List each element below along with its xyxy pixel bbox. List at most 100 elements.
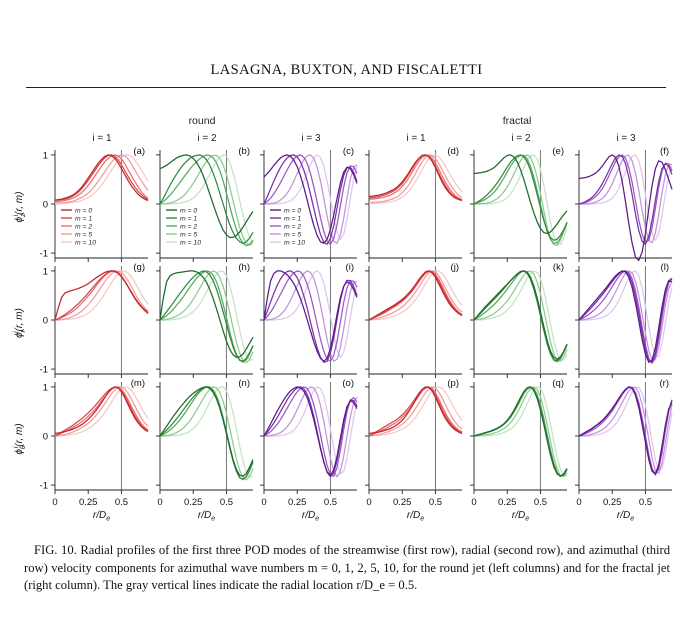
series-line-m10 [55, 154, 149, 205]
series-line-m5 [54, 386, 149, 437]
panel-letter: (h) [238, 262, 250, 273]
legend-label: m = 0 [180, 208, 197, 215]
series-line-m1 [54, 386, 149, 437]
series-line-m0 [473, 270, 568, 360]
series-line-m10 [369, 386, 463, 437]
series-line-m10 [369, 154, 463, 205]
panel-letter: (g) [133, 262, 145, 273]
x-tick-label: 0.5 [429, 497, 442, 508]
series-line-m10 [264, 154, 358, 240]
legend-label: m = 5 [180, 232, 197, 239]
panel-letter: (m) [131, 378, 145, 389]
x-axis-label: r/De [198, 510, 215, 523]
x-axis-label: r/De [617, 510, 634, 523]
series-line-m1 [159, 270, 254, 362]
x-tick-label: 0.5 [115, 497, 128, 508]
legend-label: m = 10 [284, 240, 305, 247]
series-line-m5 [369, 154, 463, 204]
column-title: i = 3 [301, 133, 321, 144]
series-line-m1 [578, 154, 673, 245]
series-line-m5 [264, 270, 358, 362]
row-ylabel: ϕri(r, m) [13, 308, 27, 338]
series-line-m10 [474, 386, 568, 477]
series-line-m5 [368, 386, 463, 437]
series-line-m2 [578, 154, 673, 243]
series-line-m5 [55, 154, 149, 204]
panel-letter: (o) [342, 378, 354, 389]
legend-label: m = 2 [75, 224, 92, 231]
y-tick-label: -1 [40, 365, 48, 376]
x-tick-label: 0 [261, 497, 266, 508]
column-title: i = 2 [197, 133, 217, 144]
legend-label: m = 2 [180, 224, 197, 231]
x-tick-label: 0.25 [79, 497, 98, 508]
series-line-m1 [473, 154, 568, 241]
series-line-m0 [578, 386, 673, 475]
series-line-m10 [160, 154, 254, 243]
series-line-m0 [263, 270, 358, 362]
panel-letter: (i) [346, 262, 354, 273]
x-tick-label: 0 [157, 497, 162, 508]
legend-label: m = 5 [75, 232, 92, 239]
series-line-m10 [474, 270, 568, 361]
series-line-m10 [579, 154, 673, 241]
y-tick-label: -1 [40, 481, 48, 492]
figure-10: round fractal i = 1 i = 2 i = 3 i = 1 i = 2 i =… [13, 115, 673, 523]
series-line-m5 [579, 270, 673, 361]
column-title: i = 1 [92, 133, 112, 144]
series-line-m10 [474, 154, 568, 246]
panel-letter: (p) [447, 378, 459, 389]
series-line-m1 [159, 154, 254, 244]
header-rule [26, 87, 666, 88]
series-line-m10 [55, 386, 149, 437]
series-line-m0 [54, 154, 149, 202]
column-title: i = 3 [616, 133, 636, 144]
x-tick-label: 0.25 [184, 497, 203, 508]
series-line-m2 [369, 154, 463, 201]
y-tick-label: 0 [43, 316, 48, 327]
series-line-m10 [55, 270, 149, 321]
series-line-m2 [159, 270, 254, 363]
y-tick-label: 1 [43, 382, 48, 393]
series-line-m2 [263, 270, 358, 362]
series-line-m1 [368, 270, 463, 321]
series-line-m1 [368, 386, 463, 437]
series-line-m1 [159, 386, 254, 480]
series-line-m10 [160, 386, 254, 478]
figure-caption: FIG. 10. Radial profiles of the first th… [24, 543, 670, 592]
series-line-m2 [55, 154, 149, 203]
panel-letter: (a) [133, 146, 145, 157]
series-line-m10 [264, 270, 358, 358]
series-line-m5 [473, 270, 568, 362]
panel-letter: (e) [552, 146, 564, 157]
x-axis-label: r/De [302, 510, 319, 523]
legend-label: m = 0 [284, 208, 301, 215]
series-line-m0 [54, 386, 149, 435]
column-title: i = 1 [406, 133, 426, 144]
series-line-m5 [160, 154, 254, 246]
panel-letter: (q) [552, 378, 564, 389]
series-line-m2 [263, 154, 358, 245]
series-line-m10 [160, 270, 254, 361]
series-line-m5 [264, 154, 358, 244]
series-line-m2 [54, 386, 149, 437]
panel-letter: (n) [238, 378, 250, 389]
x-tick-label: 0.25 [288, 497, 307, 508]
series-line-m10 [369, 270, 463, 321]
row-ylabel: ϕθi(r, m) [13, 423, 27, 454]
y-tick-label: 0 [43, 200, 48, 211]
x-axis-label: r/De [407, 510, 424, 523]
y-tick-label: -1 [40, 249, 48, 260]
series-line-m5 [368, 270, 463, 321]
series-line-m1 [473, 270, 568, 362]
x-tick-label: 0.5 [639, 497, 652, 508]
series-line-m5 [160, 270, 254, 364]
x-tick-label: 0.25 [603, 497, 622, 508]
legend-label: m = 0 [75, 208, 92, 215]
legend-label: m = 10 [180, 240, 201, 247]
series-line-m2 [578, 386, 673, 475]
series-line-m5 [55, 270, 149, 321]
series-line-m0 [578, 270, 673, 363]
series-line-m0 [159, 154, 254, 239]
series-line-m5 [264, 386, 358, 478]
